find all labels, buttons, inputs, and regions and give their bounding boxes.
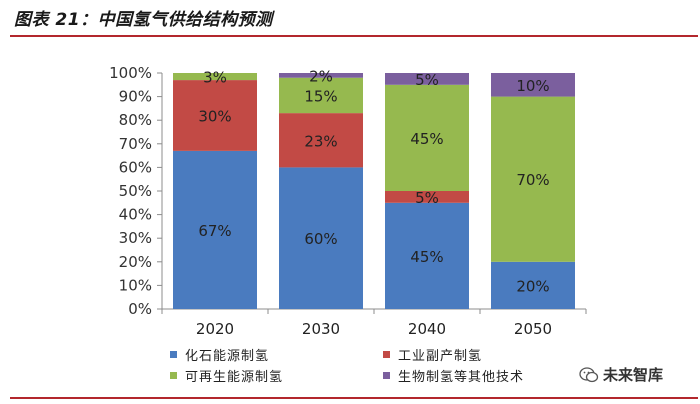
x-tick-label: 2040	[408, 320, 446, 338]
x-tick-label: 2050	[514, 320, 552, 338]
data-label: 45%	[410, 130, 443, 148]
bar-segment	[491, 261, 575, 309]
y-tick-label: 30%	[119, 229, 152, 247]
y-tick-label: 70%	[119, 135, 152, 153]
bar-segment	[279, 73, 363, 78]
watermark-text: 未来智库	[603, 366, 664, 384]
data-label: 23%	[304, 132, 337, 150]
bar-segment	[491, 73, 575, 97]
header-rule	[10, 35, 698, 37]
bar-segment	[491, 96, 575, 262]
wechat-icon	[579, 366, 599, 384]
x-tick-label: 2030	[302, 320, 340, 338]
data-label: 30%	[198, 107, 231, 125]
data-label: 5%	[415, 189, 439, 207]
legend-swatch-fossil	[170, 351, 177, 358]
y-tick-label: 40%	[119, 206, 152, 224]
footer-rule	[10, 397, 698, 399]
legend-swatch-renewable	[170, 372, 177, 379]
y-tick-label: 20%	[119, 253, 152, 271]
legend-swatch-industrial	[383, 351, 390, 358]
bar-segment	[173, 73, 257, 81]
legend-label-renewable: 可再生能源制氢	[185, 370, 284, 385]
data-label: 67%	[198, 222, 231, 240]
y-tick-label: 80%	[119, 111, 152, 129]
legend-swatch-other	[383, 372, 390, 379]
legend-item-other: 生物制氢等其他技术	[383, 366, 524, 385]
watermark: 未来智库	[579, 364, 663, 385]
data-label: 60%	[304, 230, 337, 248]
data-label: 5%	[415, 71, 439, 89]
legend-label-fossil: 化石能源制氢	[185, 349, 270, 364]
bar-segment	[279, 167, 363, 309]
data-label: 20%	[516, 277, 549, 295]
legend-label-other: 生物制氢等其他技术	[398, 370, 525, 385]
data-label: 3%	[203, 69, 227, 87]
y-tick-label: 0%	[128, 300, 152, 318]
bar-segment	[173, 80, 257, 151]
figure-header: 图表 21：中国氢气供给结构预测	[0, 0, 700, 34]
legend-item-fossil: 化石能源制氢	[170, 345, 269, 364]
data-label: 45%	[410, 248, 443, 266]
y-tick-label: 100%	[109, 64, 152, 82]
bar-segment	[385, 202, 469, 309]
data-label: 15%	[304, 87, 337, 105]
bar-segment	[279, 113, 363, 168]
bar-segment	[385, 84, 469, 191]
bar-segment	[173, 150, 257, 309]
bar-segment	[279, 77, 363, 114]
legend-item-renewable: 可再生能源制氢	[170, 366, 283, 385]
legend-item-industrial: 工业副产制氢	[383, 345, 482, 364]
figure-title: 图表 21：中国氢气供给结构预测	[14, 10, 273, 30]
y-tick-label: 60%	[119, 158, 152, 176]
data-label: 10%	[516, 77, 549, 95]
data-label: 70%	[516, 171, 549, 189]
y-tick-label: 50%	[119, 182, 152, 200]
data-label: 2%	[309, 67, 333, 85]
x-tick-label: 2020	[196, 320, 234, 338]
legend-label-industrial: 工业副产制氢	[398, 349, 483, 364]
y-tick-label: 10%	[119, 276, 152, 294]
bar-segment	[385, 73, 469, 85]
bar-segment	[385, 191, 469, 203]
y-tick-label: 90%	[119, 88, 152, 106]
